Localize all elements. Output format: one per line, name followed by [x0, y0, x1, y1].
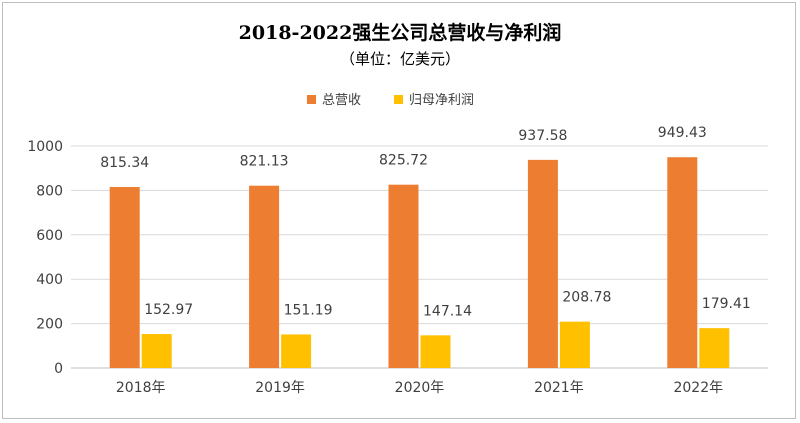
chart-subtitle: （单位：亿美元） — [339, 50, 460, 68]
data-label-revenue: 815.34 — [100, 155, 149, 171]
data-label-revenue: 937.58 — [518, 128, 567, 144]
bars — [109, 157, 730, 368]
y-tick-label: 600 — [36, 228, 63, 244]
legend-label-net-profit: 归母净利润 — [409, 93, 474, 108]
data-labels: 815.34 152.97 821.13 151.19 825.72 147.14 937.… — [100, 125, 751, 319]
bar-revenue — [388, 184, 419, 368]
y-tick-label: 200 — [36, 317, 63, 333]
data-label-net-profit: 147.14 — [423, 303, 472, 319]
y-axis-ticks: 0 200 400 600 800 1000 — [27, 139, 63, 377]
y-tick-label: 0 — [54, 361, 63, 377]
x-tick-label: 2018年 — [116, 380, 166, 396]
x-tick-label: 2021年 — [534, 380, 584, 396]
y-tick-label: 1000 — [27, 139, 63, 155]
data-label-revenue: 821.13 — [240, 154, 289, 170]
bar-net-profit — [699, 328, 730, 368]
y-tick-label: 400 — [36, 272, 63, 288]
y-tick-label: 800 — [36, 183, 63, 199]
legend-label-revenue: 总营收 — [322, 93, 361, 108]
bar-net-profit — [141, 334, 172, 368]
bar-net-profit — [559, 321, 590, 368]
bar-net-profit — [281, 334, 312, 368]
bar-revenue — [667, 157, 698, 368]
data-label-revenue: 825.72 — [379, 153, 428, 169]
legend-swatch-net-profit — [394, 95, 403, 104]
bar-revenue — [527, 159, 558, 368]
legend-swatch-revenue — [307, 95, 316, 104]
bar-revenue — [249, 185, 280, 368]
data-label-revenue: 949.43 — [658, 125, 707, 141]
x-tick-label: 2019年 — [255, 380, 305, 396]
x-tick-label: 2020年 — [395, 380, 445, 396]
data-label-net-profit: 151.19 — [284, 302, 333, 318]
x-axis-ticks: 2018年 2019年 2020年 2021年 2022年 — [116, 380, 723, 396]
bar-revenue — [109, 186, 140, 368]
chart-title: 2018-2022强生公司总营收与净利润 — [238, 22, 562, 44]
data-label-net-profit: 208.78 — [562, 290, 611, 306]
gridlines — [71, 145, 768, 369]
bar-net-profit — [420, 335, 451, 368]
legend: 总营收 归母净利润 — [307, 93, 474, 108]
data-label-net-profit: 152.97 — [144, 302, 193, 318]
x-tick-label: 2022年 — [673, 380, 723, 396]
data-label-net-profit: 179.41 — [702, 296, 751, 312]
